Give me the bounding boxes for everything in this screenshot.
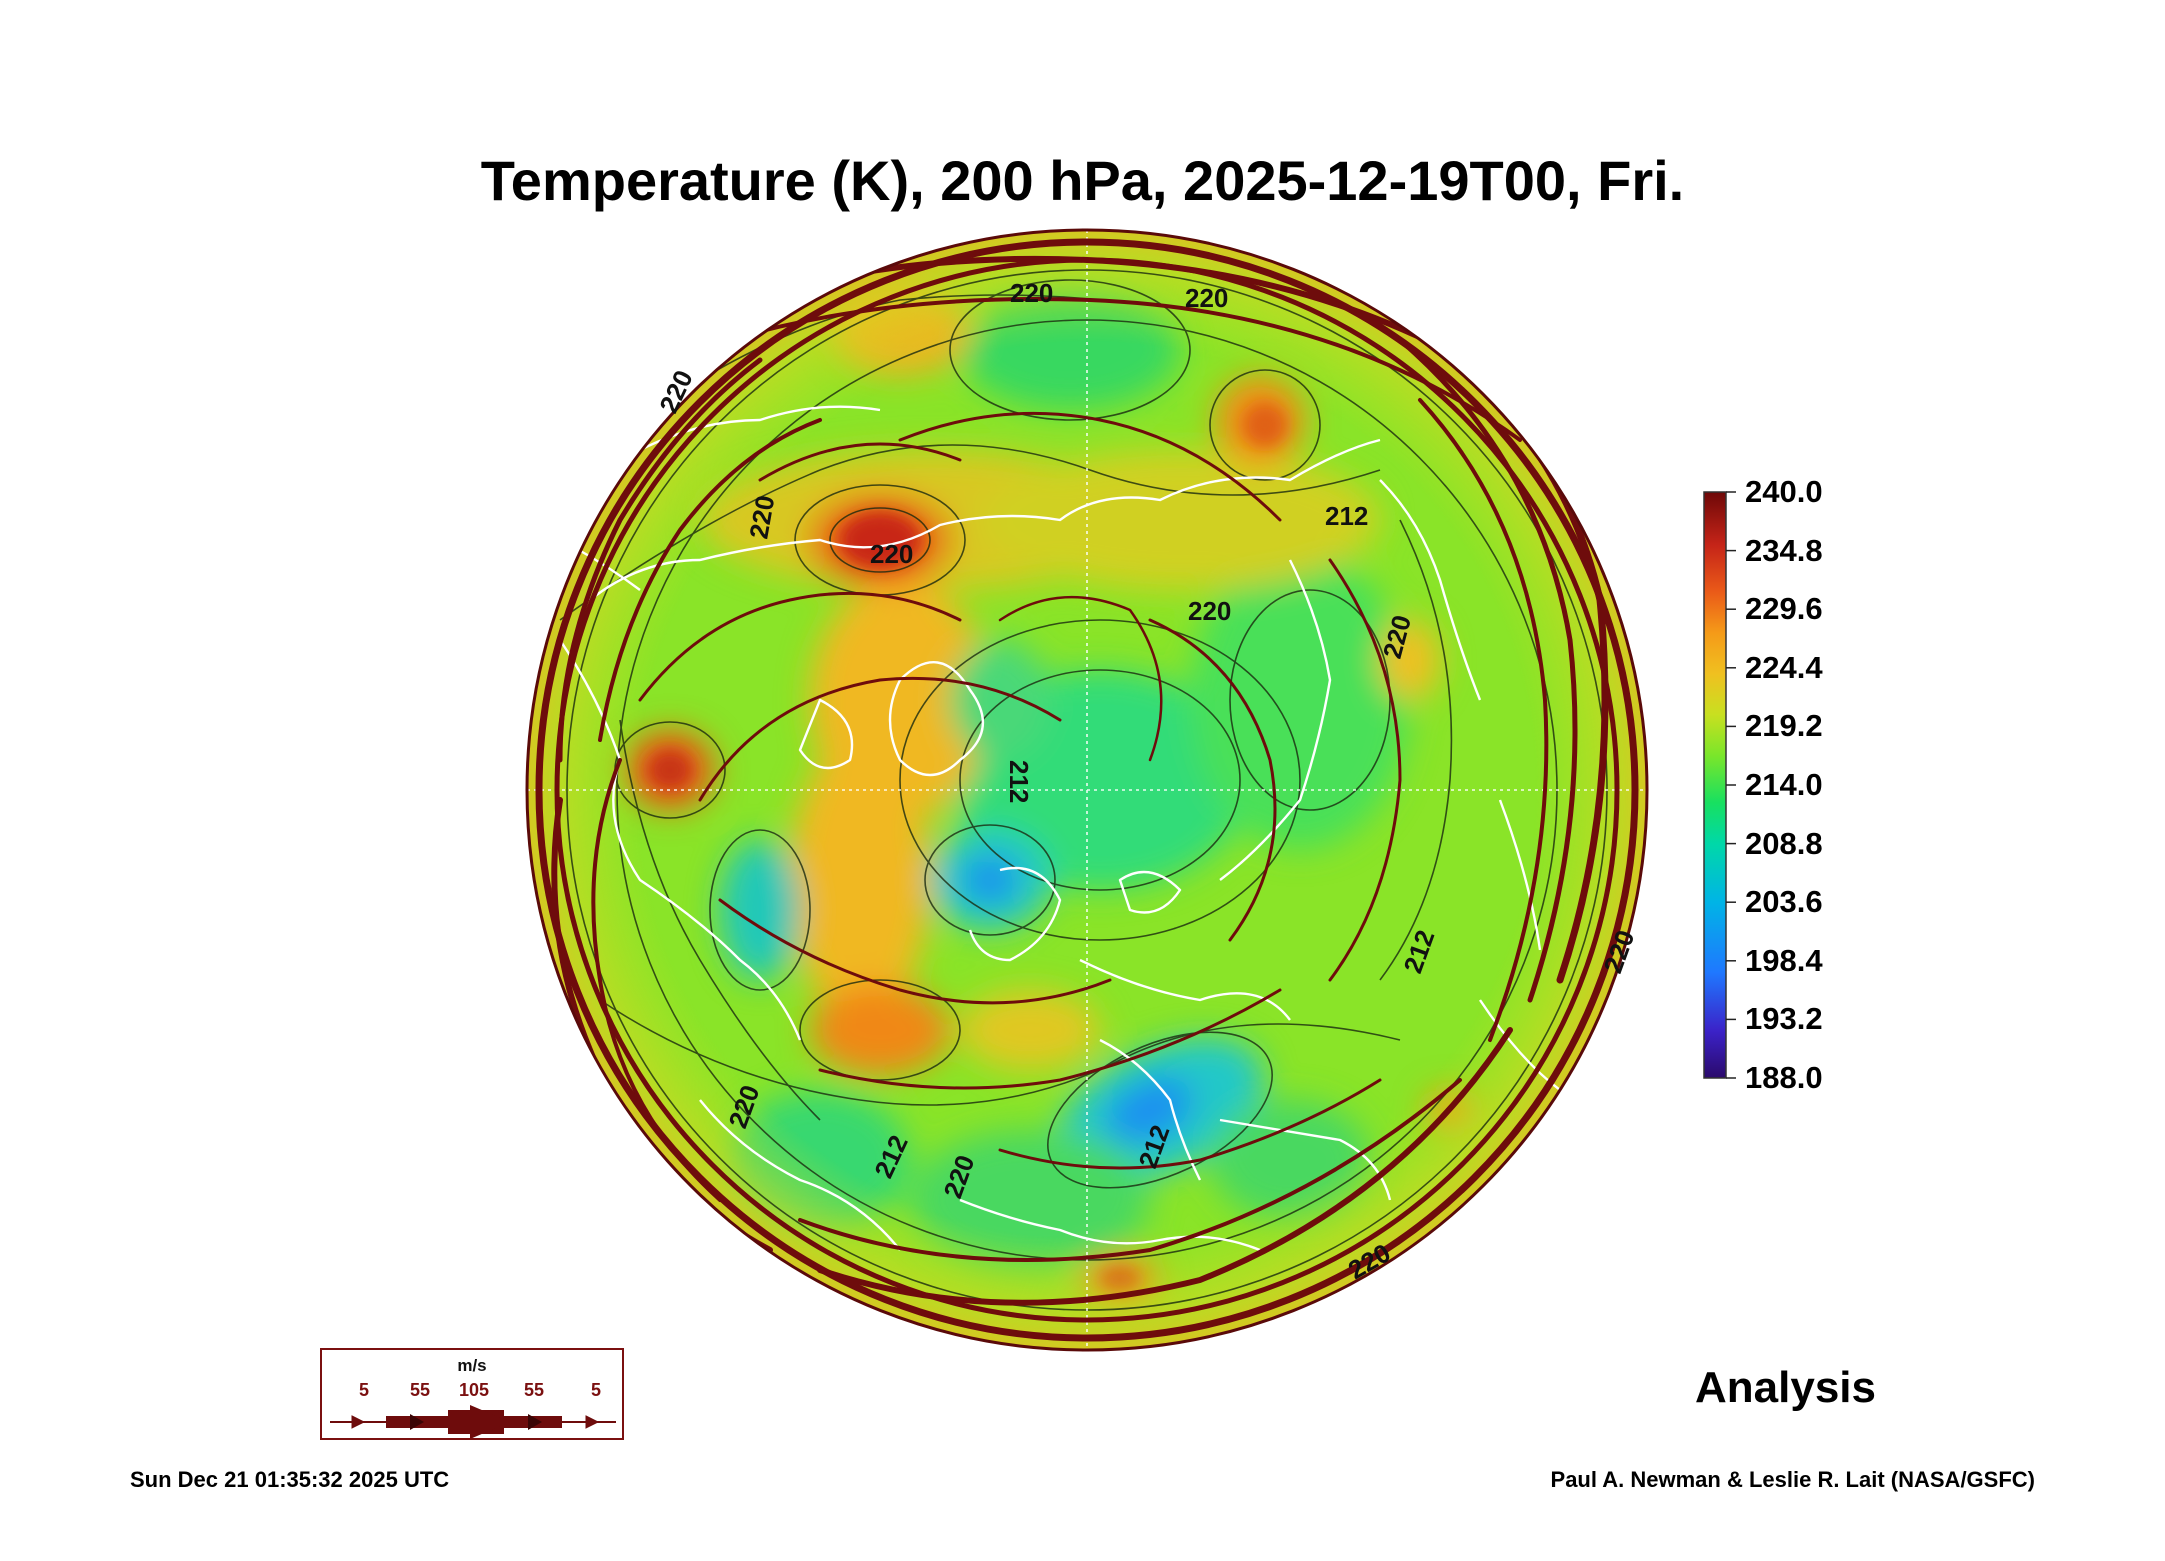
contour-label: 220 bbox=[1185, 283, 1228, 313]
colorbar-label: 193.2 bbox=[1745, 1001, 1823, 1037]
colorbar-gradient bbox=[1703, 491, 1727, 1079]
colorbar-label: 240.0 bbox=[1745, 474, 1823, 509]
contour-label: 220 bbox=[743, 493, 780, 541]
wind-legend-value: 105 bbox=[458, 1380, 490, 1400]
colorbar-label: 188.0 bbox=[1745, 1060, 1823, 1095]
colorbar-label: 219.2 bbox=[1745, 708, 1823, 744]
contour-label: 220 bbox=[870, 539, 913, 569]
wind-legend-unit: m/s bbox=[457, 1356, 487, 1375]
colorbar bbox=[1703, 491, 1736, 1079]
colorbar-label: 203.6 bbox=[1745, 884, 1823, 920]
wind-legend-value: 55 bbox=[523, 1380, 545, 1400]
graticule bbox=[527, 230, 1647, 1350]
timestamp: Sun Dec 21 01:35:32 2025 UTC bbox=[130, 1467, 450, 1492]
coastlines bbox=[559, 405, 1561, 1252]
wind-legend-value: 55 bbox=[409, 1380, 431, 1400]
colorbar-label: 224.4 bbox=[1745, 649, 1823, 685]
colorbar-label: 214.0 bbox=[1745, 767, 1823, 802]
wind-legend-arrow bbox=[330, 1405, 616, 1439]
colorbar-label: 208.8 bbox=[1745, 825, 1823, 861]
credit: Paul A. Newman & Leslie R. Lait (NASA/GS… bbox=[1550, 1467, 2035, 1492]
wind-legend-value: 5 bbox=[358, 1380, 370, 1400]
contour-label: 212 bbox=[1325, 501, 1368, 531]
analysis-label: Analysis bbox=[1695, 1363, 1876, 1412]
globe-outline bbox=[525, 228, 1649, 1352]
colorbar-label: 198.4 bbox=[1745, 942, 1823, 978]
colorbar-label: 234.8 bbox=[1745, 532, 1823, 568]
contour-label: 220 bbox=[1010, 278, 1053, 308]
wind-legend: m/s 5 55 105 55 5 bbox=[320, 1348, 624, 1440]
contour-label: 220 bbox=[1188, 596, 1231, 626]
wind-legend-value: 5 bbox=[590, 1380, 602, 1400]
map-title: Temperature (K), 200 hPa, 2025-12-19T00,… bbox=[480, 149, 1685, 212]
colorbar-ticks bbox=[1726, 491, 1736, 1079]
contour-label: 212 bbox=[1004, 760, 1034, 803]
contour-labels: 220 220 220 220 220 220 220 220 212 212 … bbox=[653, 278, 1640, 1285]
colorbar-label: 229.6 bbox=[1745, 591, 1823, 627]
